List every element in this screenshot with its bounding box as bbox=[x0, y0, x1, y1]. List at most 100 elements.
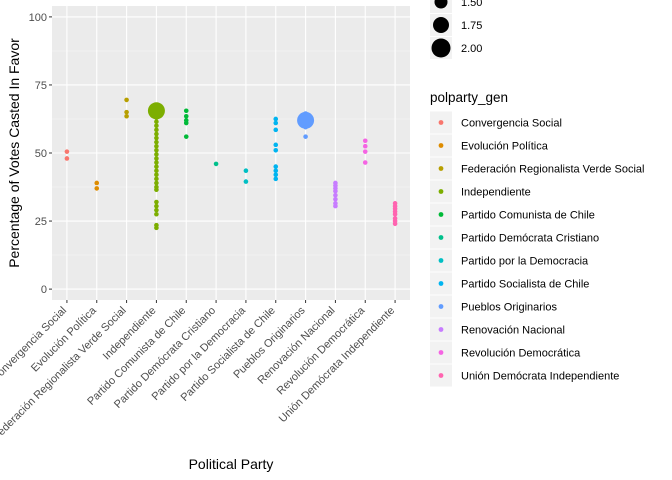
data-point bbox=[124, 109, 129, 115]
color-legend-dot bbox=[438, 189, 444, 194]
data-point bbox=[333, 203, 338, 209]
color-legend-dot bbox=[438, 350, 444, 355]
data-point bbox=[273, 142, 279, 148]
data-point bbox=[154, 207, 159, 213]
color-legend-label: Convergencia Social bbox=[461, 118, 562, 130]
size-legend-label: 1.50 bbox=[461, 0, 482, 9]
data-point bbox=[154, 119, 159, 124]
data-point bbox=[273, 116, 279, 122]
data-point bbox=[154, 115, 159, 120]
data-point bbox=[183, 120, 189, 126]
color-legend-label: Evolución Política bbox=[461, 141, 549, 153]
color-legend-label: Partido Demócrata Cristiano bbox=[461, 233, 599, 245]
color-legend-label: Partido Comunista de Chile bbox=[461, 210, 595, 222]
x-axis-title: Political Party bbox=[189, 456, 274, 472]
color-legend-dot bbox=[438, 373, 444, 378]
data-point bbox=[154, 127, 159, 133]
data-point bbox=[273, 168, 279, 173]
data-point bbox=[154, 203, 159, 209]
data-point bbox=[362, 149, 368, 154]
data-point bbox=[273, 164, 279, 169]
data-point bbox=[94, 180, 100, 186]
data-point bbox=[64, 156, 70, 161]
size-legend-dot bbox=[434, 0, 448, 9]
data-point bbox=[243, 179, 249, 184]
data-point bbox=[154, 180, 159, 186]
color-legend-dot bbox=[438, 258, 444, 263]
data-point bbox=[154, 199, 159, 205]
data-point bbox=[243, 168, 249, 173]
data-point bbox=[183, 113, 189, 119]
data-point bbox=[303, 111, 308, 116]
data-point bbox=[362, 143, 368, 149]
data-point bbox=[273, 120, 279, 126]
color-legend-dot bbox=[438, 235, 444, 240]
data-point bbox=[273, 147, 279, 153]
data-point bbox=[154, 156, 159, 161]
color-legend-title: polparty_gen bbox=[430, 90, 508, 105]
data-point bbox=[183, 108, 189, 114]
data-point bbox=[154, 152, 159, 157]
data-point bbox=[64, 149, 70, 154]
data-point bbox=[303, 124, 308, 130]
color-legend-label: Partido Socialista de Chile bbox=[461, 279, 589, 291]
data-point bbox=[273, 176, 279, 182]
data-point bbox=[154, 131, 159, 137]
data-point bbox=[213, 161, 219, 167]
data-point bbox=[273, 172, 279, 178]
size-legend-dot bbox=[433, 17, 449, 33]
color-legend-dot bbox=[438, 120, 444, 125]
data-point bbox=[333, 196, 338, 202]
color-legend-dot bbox=[438, 304, 444, 309]
data-points bbox=[64, 97, 398, 231]
data-point bbox=[124, 113, 129, 119]
data-point bbox=[333, 188, 338, 194]
size-legend-dot bbox=[431, 38, 451, 58]
data-point bbox=[147, 102, 165, 120]
color-legend-label: Independiente bbox=[461, 187, 531, 199]
data-point bbox=[154, 147, 159, 153]
size-legend-label: 1.75 bbox=[461, 20, 482, 32]
color-legend: polparty_gen Convergencia Social Evolució… bbox=[430, 90, 644, 387]
color-legend-label: Federación Regionalista Verde Social bbox=[461, 164, 644, 176]
data-point bbox=[154, 123, 159, 129]
grid-lines bbox=[52, 6, 410, 300]
data-point bbox=[154, 139, 159, 145]
data-point bbox=[154, 164, 159, 169]
y-axis-title: Percentage of Votes Casted In Favor bbox=[6, 38, 22, 268]
color-legend-dot bbox=[438, 281, 444, 286]
data-point bbox=[392, 221, 398, 227]
data-point bbox=[154, 211, 159, 217]
y-tick-label: 100 bbox=[29, 12, 47, 24]
color-legend-dot bbox=[438, 212, 444, 217]
data-point bbox=[124, 97, 129, 103]
y-tick-label: 25 bbox=[35, 216, 47, 228]
data-point bbox=[297, 111, 315, 129]
color-legend-dot bbox=[438, 143, 444, 148]
y-axis: 0 25 50 75 100 bbox=[29, 12, 52, 296]
color-legend-label: Pueblos Originarios bbox=[461, 302, 557, 314]
data-point bbox=[154, 172, 159, 178]
data-point bbox=[362, 160, 368, 165]
data-point bbox=[392, 211, 398, 217]
data-point bbox=[333, 192, 338, 198]
data-point bbox=[154, 168, 159, 173]
size-legend: 1.50 1.75 2.00 bbox=[430, 0, 482, 59]
data-point bbox=[154, 187, 159, 193]
y-tick-label: 50 bbox=[35, 148, 47, 160]
color-legend-label: Unión Demócrata Independiente bbox=[461, 371, 619, 383]
data-point bbox=[273, 127, 279, 133]
data-point bbox=[94, 186, 100, 191]
data-point bbox=[154, 160, 159, 165]
data-point bbox=[303, 134, 308, 139]
y-tick-label: 75 bbox=[35, 80, 47, 92]
color-legend-dot bbox=[438, 327, 444, 332]
data-point bbox=[154, 143, 159, 149]
color-legend-dot bbox=[438, 166, 444, 171]
color-legend-label: Partido por la Democracia bbox=[461, 256, 589, 268]
color-legend-label: Revolución Democrática bbox=[461, 348, 581, 360]
data-point bbox=[154, 135, 159, 141]
size-legend-label: 2.00 bbox=[461, 43, 482, 55]
data-point bbox=[154, 176, 159, 182]
